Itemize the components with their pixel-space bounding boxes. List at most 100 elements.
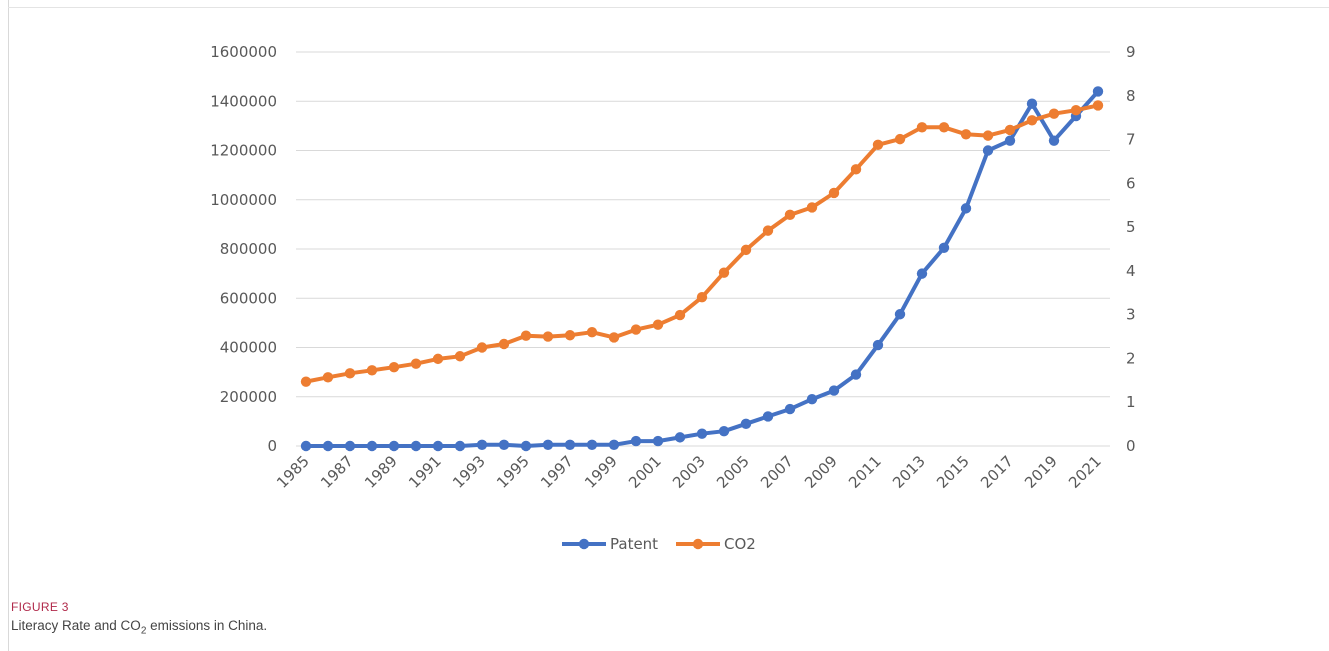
x-axis-tick-label: 2015	[933, 452, 973, 492]
data-point-patent	[564, 439, 576, 450]
data-point-co2	[366, 365, 378, 376]
data-point-co2	[564, 330, 576, 341]
right-axis-tick-label: 5	[1126, 218, 1136, 236]
x-axis-tick-label: 2005	[713, 452, 753, 492]
right-axis-tick-label: 3	[1126, 306, 1136, 324]
data-point-patent	[300, 440, 312, 452]
data-point-patent	[960, 203, 972, 214]
caption-prefix: Literacy Rate and CO	[11, 618, 141, 633]
data-point-co2	[454, 351, 466, 362]
right-axis-tick-label: 6	[1126, 174, 1136, 192]
data-point-patent	[828, 385, 840, 396]
right-axis-tick-label: 8	[1126, 87, 1136, 105]
x-axis-tick-label: 2003	[669, 452, 709, 492]
right-axis-tick-label: 7	[1126, 131, 1136, 149]
left-axis-tick-label: 600000	[220, 289, 277, 307]
x-axis-tick-label: 1997	[537, 452, 577, 492]
data-point-patent	[388, 440, 400, 452]
x-axis-tick-label: 2017	[977, 452, 1017, 492]
figure-label: FIGURE 3	[11, 600, 69, 614]
data-point-co2	[894, 133, 906, 145]
x-axis-tick-label: 1991	[405, 452, 445, 492]
data-point-patent	[586, 439, 598, 450]
data-point-patent	[982, 145, 994, 156]
right-axis-tick-label: 1	[1126, 393, 1136, 411]
x-axis-tick-label: 1995	[493, 452, 533, 492]
legend-label: CO2	[724, 535, 756, 553]
data-point-co2	[630, 324, 642, 335]
data-point-patent	[872, 339, 884, 351]
data-point-co2	[850, 164, 862, 175]
data-point-patent	[652, 435, 664, 447]
data-point-patent	[674, 432, 686, 443]
legend-swatch-marker	[578, 538, 590, 550]
series-line-co2	[304, 103, 1100, 384]
x-axis-tick-label: 2009	[801, 452, 841, 492]
data-point-co2	[718, 267, 730, 278]
data-point-patent	[410, 440, 422, 452]
left-axis-tick-label: 400000	[220, 339, 277, 357]
data-point-patent	[322, 440, 334, 452]
data-point-co2	[410, 358, 422, 369]
x-axis-tick-label: 1987	[317, 452, 357, 492]
data-point-patent	[916, 268, 928, 279]
data-point-patent	[432, 440, 444, 452]
data-point-patent	[498, 439, 510, 450]
data-point-co2	[322, 372, 334, 383]
x-axis-tick-label: 2013	[889, 452, 929, 492]
data-point-patent	[454, 440, 466, 452]
data-point-patent	[784, 403, 796, 415]
x-axis-tick-label: 2011	[845, 452, 885, 492]
data-point-co2	[608, 332, 620, 343]
left-axis-tick-label: 0	[267, 437, 277, 455]
caption-text: Literacy Rate and CO2 emissions in China…	[11, 618, 267, 637]
caption-subscript: 2	[140, 625, 147, 637]
data-point-co2	[872, 139, 884, 151]
data-point-co2	[828, 187, 840, 199]
data-point-patent	[344, 440, 356, 452]
data-point-patent	[608, 439, 620, 450]
x-axis-tick-label: 1999	[581, 452, 621, 492]
right-axis-tick-label: 4	[1126, 262, 1136, 280]
left-axis-tick-label: 800000	[220, 240, 277, 258]
data-point-patent	[1026, 98, 1038, 109]
legend-label: Patent	[610, 535, 658, 553]
data-point-patent	[696, 428, 708, 439]
data-point-patent	[718, 426, 730, 437]
figure-frame-top-border	[8, 7, 1329, 8]
left-axis-tick-label: 1600000	[210, 43, 277, 61]
x-axis-tick-label: 2019	[1021, 452, 1061, 492]
data-point-co2	[1004, 124, 1016, 136]
left-axis-tick-label: 1400000	[210, 92, 277, 110]
data-point-co2	[586, 326, 598, 338]
data-point-co2	[344, 368, 356, 379]
x-axis-tick-label: 2001	[625, 452, 665, 492]
line-chart: 0 200000 400000 600000 800000 1000000 1200000 1…	[210, 43, 1136, 553]
x-axis-tick-label: 1993	[449, 452, 489, 492]
data-point-patent	[630, 435, 642, 447]
x-axis-tick-label: 2007	[757, 452, 797, 492]
data-point-patent	[1048, 135, 1060, 146]
data-point-patent	[850, 369, 862, 380]
legend-swatch-marker	[692, 538, 704, 550]
x-axis-tick-label: 2021	[1065, 452, 1105, 492]
data-point-co2	[916, 122, 928, 133]
figure-frame-left-border	[8, 0, 9, 651]
figure-caption: FIGURE 3 Literacy Rate and CO2 emissions…	[11, 600, 267, 637]
right-axis-tick-label: 0	[1126, 437, 1136, 455]
data-point-co2	[1092, 100, 1104, 111]
caption-suffix: emissions in China.	[146, 618, 268, 633]
data-point-patent	[1092, 86, 1104, 97]
data-point-patent	[938, 242, 950, 253]
data-point-patent	[806, 394, 818, 405]
left-axis-tick-label: 1000000	[210, 191, 277, 209]
data-point-co2	[1070, 105, 1082, 116]
data-point-co2	[674, 309, 686, 321]
data-point-co2	[696, 291, 708, 303]
data-point-co2	[300, 376, 312, 387]
data-point-patent	[520, 440, 532, 452]
data-point-co2	[982, 130, 994, 141]
data-point-patent	[542, 439, 554, 450]
data-point-co2	[388, 362, 400, 373]
data-point-co2	[520, 330, 532, 341]
